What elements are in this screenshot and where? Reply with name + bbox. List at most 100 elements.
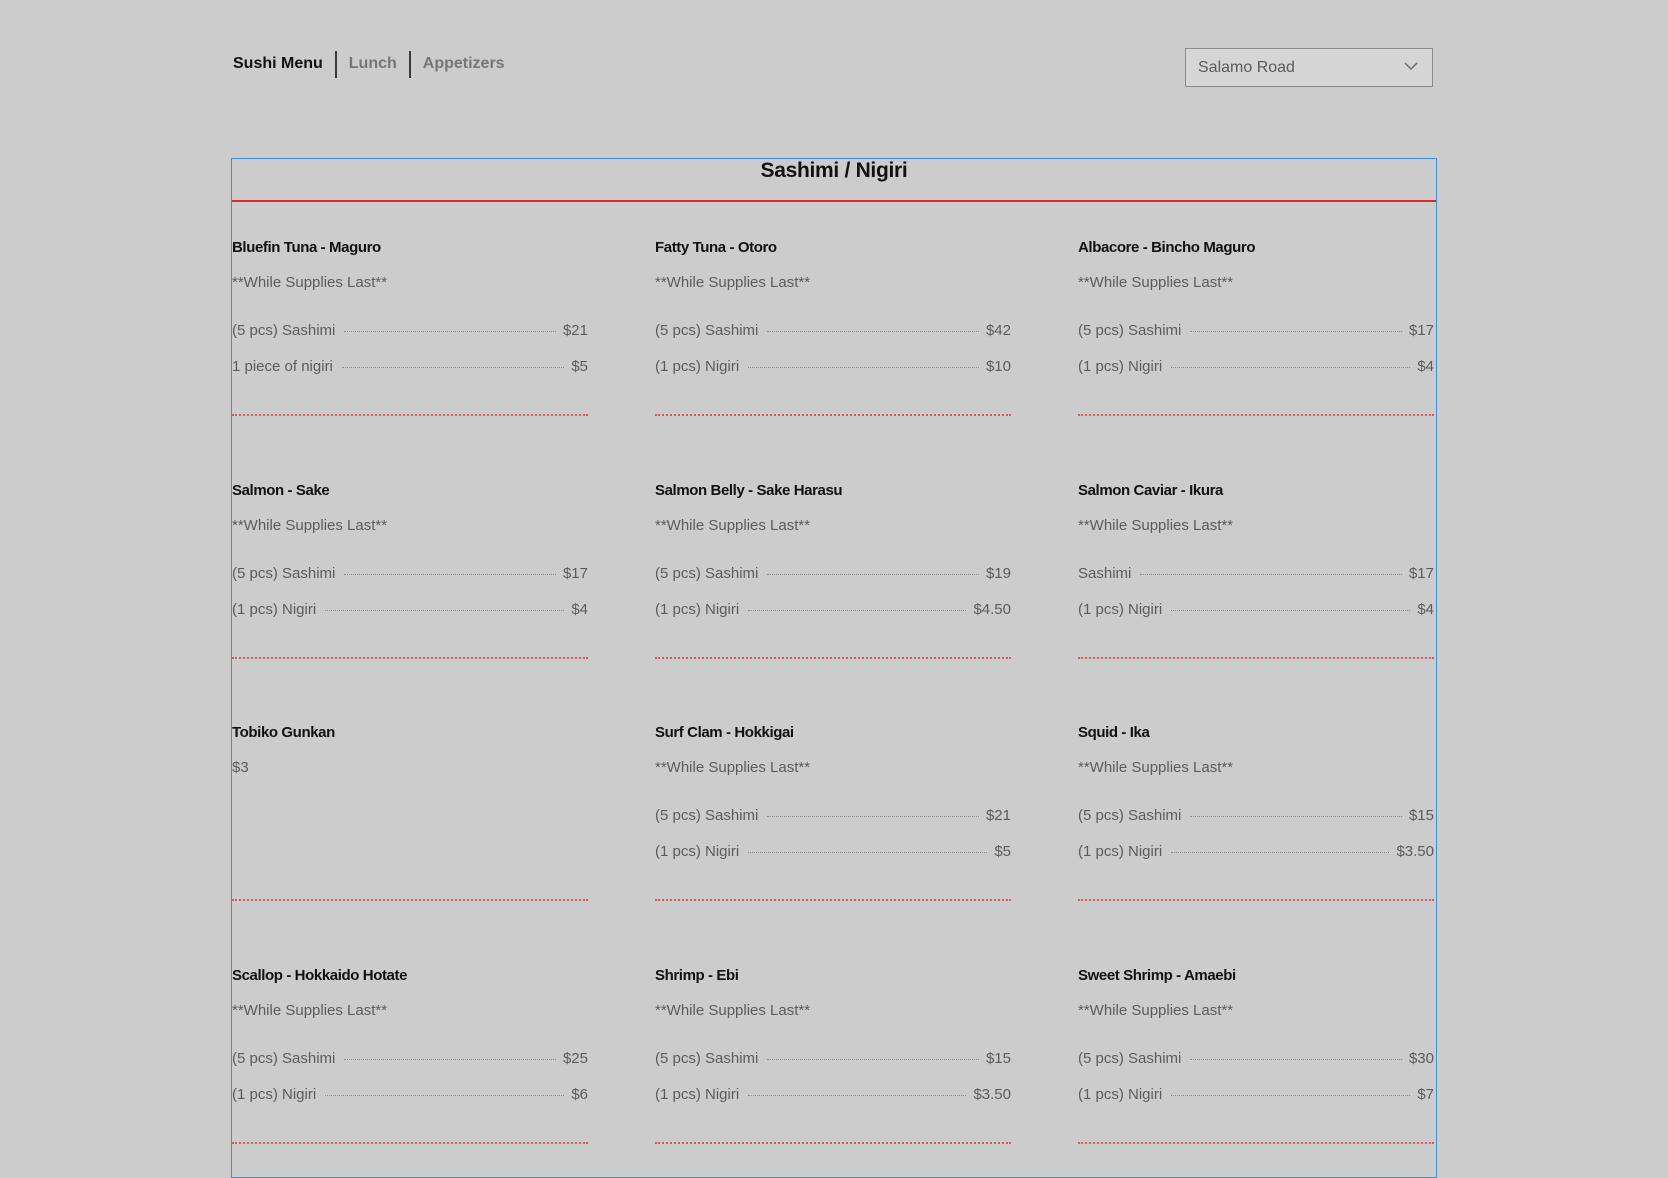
dot-leader [341,367,565,368]
item-note: **While Supplies Last** [1078,1002,1234,1019]
item-name: Albacore - Bincho Maguro [1078,239,1256,256]
price-row: (5 pcs) Sashimi $17 [1078,322,1434,340]
price-row: 1 piece of nigiri $5 [232,358,588,376]
dot-leader [1171,610,1411,611]
dot-leader [1140,574,1402,575]
item-name: Salmon Belly - Sake Harasu [655,482,843,499]
item-divider [1078,899,1434,901]
item-name: Squid - Ika [1078,724,1150,741]
item-name: Surf Clam - Hokkigai [655,724,794,741]
price-row: (5 pcs) Sashimi $30 [1078,1050,1434,1068]
item-divider [655,657,1011,659]
menu-item: Salmon Belly - Sake Harasu **While Suppli… [655,482,1011,682]
item-note: **While Supplies Last** [232,274,388,291]
price: $19 [985,565,1011,582]
price: $4 [1417,358,1434,375]
dot-leader [1190,331,1402,332]
price-row: Sashimi $17 [1078,565,1434,583]
price: $3.50 [1396,843,1434,860]
portion-label: (1 pcs) Nigiri [655,358,740,375]
menu-tabs: Sushi Menu Lunch Appetizers [233,50,505,78]
item-name: Salmon Caviar - Ikura [1078,482,1223,499]
menu-item: Surf Clam - Hokkigai **While Supplies Las… [655,724,1011,924]
location-select[interactable]: Salamo Road [1185,48,1433,87]
portion-label: (5 pcs) Sashimi [232,322,336,339]
portion-label: (5 pcs) Sashimi [232,565,336,582]
tab-divider [408,50,411,78]
dot-leader [1171,1095,1411,1096]
dot-leader [344,1059,556,1060]
price: $4 [1417,601,1434,618]
item-name: Bluefin Tuna - Maguro [232,239,381,256]
item-divider [1078,414,1434,416]
portion-label: (5 pcs) Sashimi [655,322,759,339]
tab-appetizers[interactable]: Appetizers [422,55,505,72]
dot-leader [748,367,979,368]
price: $5 [571,358,588,375]
dot-leader [1190,816,1402,817]
price: $15 [1408,807,1434,824]
price: $21 [562,322,588,339]
portion-label: (5 pcs) Sashimi [1078,807,1182,824]
price: $30 [1408,1050,1434,1067]
price-row: (1 pcs) Nigiri $3.50 [1078,843,1434,861]
price: $15 [985,1050,1011,1067]
price-row: (5 pcs) Sashimi $21 [232,322,588,340]
dot-leader [767,1059,979,1060]
portion-label: (5 pcs) Sashimi [232,1050,336,1067]
item-name: Scallop - Hokkaido Hotate [232,967,408,984]
portion-label: (1 pcs) Nigiri [232,601,317,618]
portion-label: (5 pcs) Sashimi [1078,1050,1182,1067]
price-row: (5 pcs) Sashimi $19 [655,565,1011,583]
chevron-down-icon [1404,62,1418,70]
dot-leader [325,610,565,611]
menu-item: Fatty Tuna - Otoro **While Supplies Last*… [655,239,1011,439]
item-note: **While Supplies Last** [1078,517,1234,534]
price-row: (5 pcs) Sashimi $21 [655,807,1011,825]
price-row: (5 pcs) Sashimi $42 [655,322,1011,340]
portion-label: (5 pcs) Sashimi [655,807,759,824]
dot-leader [344,574,556,575]
item-name: Tobiko Gunkan [232,724,335,741]
price: $6 [571,1086,588,1103]
portion-label: (1 pcs) Nigiri [1078,358,1163,375]
item-note: **While Supplies Last** [655,759,811,776]
portion-label: (1 pcs) Nigiri [655,843,740,860]
menu-item: Tobiko Gunkan $3 [232,724,588,924]
item-divider [1078,657,1434,659]
price-row: (1 pcs) Nigiri $4 [232,601,588,619]
price: $25 [562,1050,588,1067]
dot-leader [748,852,988,853]
item-note: **While Supplies Last** [1078,274,1234,291]
item-note: **While Supplies Last** [232,1002,388,1019]
price: $3.50 [973,1086,1011,1103]
item-divider [655,414,1011,416]
price: $17 [562,565,588,582]
item-note: **While Supplies Last** [655,274,811,291]
price-row: (5 pcs) Sashimi $15 [1078,807,1434,825]
price-row: (1 pcs) Nigiri $3.50 [655,1086,1011,1104]
dot-leader [1190,1059,1402,1060]
item-name: Fatty Tuna - Otoro [655,239,777,256]
portion-label: 1 piece of nigiri [232,358,333,375]
menu-panel: Sashimi / Nigiri Bluefin Tuna - Maguro **… [231,158,1437,1178]
price: $7 [1417,1086,1434,1103]
menu-item: Salmon Caviar - Ikura **While Supplies La… [1078,482,1434,682]
menu-item: Salmon - Sake **While Supplies Last** (5 p… [232,482,588,682]
price-row: (1 pcs) Nigiri $6 [232,1086,588,1104]
menu-item: Squid - Ika **While Supplies Last** (5 pcs… [1078,724,1434,924]
price: $10 [985,358,1011,375]
price-row: (1 pcs) Nigiri $10 [655,358,1011,376]
tab-sushi-menu[interactable]: Sushi Menu [233,55,323,72]
price: $4 [571,601,588,618]
price: $42 [985,322,1011,339]
portion-label: (5 pcs) Sashimi [1078,322,1182,339]
dot-leader [325,1095,565,1096]
tab-lunch[interactable]: Lunch [348,55,397,72]
portion-label: (1 pcs) Nigiri [1078,601,1163,618]
location-select-value: Salamo Road [1198,59,1295,76]
price: $17 [1408,322,1434,339]
item-divider [232,414,588,416]
menu-item: Albacore - Bincho Maguro **While Supplies… [1078,239,1434,439]
item-name: Shrimp - Ebi [655,967,739,984]
